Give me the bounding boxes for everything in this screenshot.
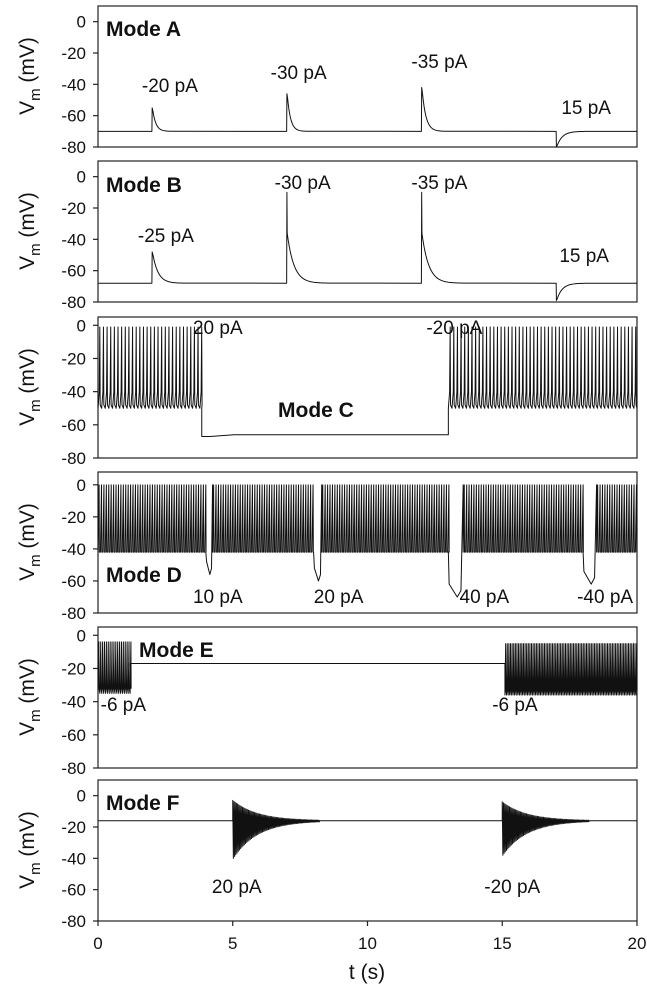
panel-e-stimulus-label: -6 pA [492,695,538,716]
panel-a-ytick-label: 0 [77,13,86,32]
panel-e-ylabel: Vm (mV) [16,658,44,736]
panel-d-trace [97,484,638,598]
panel-c-frame [97,316,638,459]
panel-b-ytick-label: -40 [61,230,86,249]
panel-c-ytick-label: 0 [77,316,86,335]
panel-b-trace [98,191,638,301]
panel-a-ytick-label: -80 [61,138,86,157]
x-tick-label: 10 [358,934,377,953]
panel-e-yticks: 0 -20 -40 -60 -80 [61,626,98,778]
panel-b-stimulus-label: -35 pA [411,173,467,194]
panel-a-yticks: 0 -20 -40 -60 -80 [61,13,98,157]
x-tick-label: 15 [493,934,512,953]
panel-b-ylabel: Vm (mV) [16,192,44,270]
panel-e-ytick-label: 0 [77,626,86,645]
panel-d-ytick-label: 0 [77,476,86,495]
panel-c-stimulus-label: 20 pA [193,318,243,339]
panel-d-label-bg [104,560,204,586]
panel-c-ytick-label: -60 [61,416,86,435]
panel-b-stimulus-label: 15 pA [559,246,609,267]
panel-a-frame [97,5,638,148]
panel-a-trace [98,86,638,148]
panel-f-ytick-label: -80 [61,912,86,931]
panel-e-ytick-label: -60 [61,726,86,745]
panel-b-stimulus-label: -30 pA [275,173,331,194]
panel-e-mode-label: Mode E [139,639,214,662]
panel-f-yticks: 0 -20 -40 -60 -80 [61,787,98,931]
panel-d: 0 -20 -40 -60 -80 Vm (mV) Mode D 10 pA 20 pA 4… [16,471,638,623]
panel-c-annotations: 20 pA -20 pA [193,318,483,339]
panel-a-stimulus-label: -35 pA [411,52,467,73]
panel-e-ytick-label: -20 [61,659,86,678]
panel-d-ytick-label: -80 [61,604,86,623]
panel-b-ytick-label: -60 [61,262,86,281]
panel-f-mode-label: Mode F [106,792,180,815]
panel-f-ytick-label: 0 [77,787,86,806]
panel-c-ylabel: Vm (mV) [16,348,44,426]
panel-c-mode-label: Mode C [278,399,354,422]
panel-d-ylabel: Vm (mV) [16,503,44,581]
panel-c-trace [97,326,638,437]
panel-f: 0 -20 -40 -60 -80 Vm (mV) Mode F 20 pA -20 pA… [16,779,646,984]
panel-c-ytick-label: -80 [61,449,86,468]
panel-a-ytick-label: -60 [61,107,86,126]
panel-c-yticks: 0 -20 -40 -60 -80 [61,316,98,468]
panel-c-stimulus-label: -20 pA [426,318,482,339]
panel-f-ytick-label: -60 [61,881,86,900]
panel-d-stimulus-label: 10 pA [193,587,243,608]
panel-f-trace [98,799,637,859]
x-tick-label: 5 [228,934,237,953]
panel-a-ylabel: Vm (mV) [16,37,44,115]
x-tick-label: 0 [93,934,102,953]
panel-d-ytick-label: -20 [61,508,86,527]
panel-f-ytick-label: -20 [61,818,86,837]
panel-d-stimulus-label: -40 pA [577,587,633,608]
panel-d-stimulus-label: 20 pA [314,587,364,608]
panel-b-ytick-label: -20 [61,199,86,218]
panel-d-stimulus-label: 40 pA [460,587,510,608]
panel-a-stimulus-label: -30 pA [271,63,327,84]
panel-e-frame [97,626,638,769]
panel-f-stimulus-label: -20 pA [484,877,540,898]
panel-a-stimulus-label: -20 pA [142,76,198,97]
panel-b: 0 -20 -40 -60 -80 Vm (mV) Mode B -25 pA -30 p… [16,160,638,312]
panel-b-annotations: -25 pA -30 pA -35 pA 15 pA [138,173,609,267]
panel-c-ytick-label: -20 [61,349,86,368]
x-tick-label: 20 [628,934,647,953]
panel-f-xticks: 0 5 10 15 20 [93,921,646,953]
panel-a-ytick-label: -20 [61,44,86,63]
panel-d-ytick-label: -60 [61,572,86,591]
panel-e: 0 -20 -40 -60 -80 Vm (mV) Mode E -6 pA -6 pA [16,626,638,778]
panel-e-trace [97,641,638,696]
panel-b-stimulus-label: -25 pA [138,226,194,247]
panel-a-annotations: -20 pA -30 pA -35 pA 15 pA [142,52,611,119]
panel-c: 0 -20 -40 -60 -80 Vm (mV) Mode C 20 pA -20 pA [16,316,638,468]
panel-b-mode-label: Mode B [106,174,182,197]
panel-a: 0 -20 -40 -60 -80 Vm (mV) Mode A -20 pA -30 p… [16,5,638,157]
panel-f-annotations: 20 pA -20 pA [212,877,541,898]
panel-f-ytick-label: -40 [61,849,86,868]
panel-b-frame [97,160,638,303]
x-axis-label: t (s) [349,961,385,984]
panel-d-yticks: 0 -20 -40 -60 -80 [61,476,98,623]
panel-f-ylabel: Vm (mV) [16,811,44,889]
panel-b-ytick-label: -80 [61,293,86,312]
panel-e-annotations: -6 pA -6 pA [101,695,538,716]
panel-e-ytick-label: -80 [61,759,86,778]
panel-a-ytick-label: -40 [61,75,86,94]
panel-a-stimulus-label: 15 pA [561,98,611,119]
panel-d-annotations: 10 pA 20 pA 40 pA -40 pA [193,587,633,608]
panel-b-ytick-label: 0 [77,168,86,187]
panel-a-mode-label: Mode A [106,18,181,41]
panel-f-stimulus-label: 20 pA [212,877,262,898]
panel-d-ytick-label: -40 [61,540,86,559]
panel-c-ytick-label: -40 [61,383,86,402]
panel-e-stimulus-label: -6 pA [101,695,147,716]
panel-b-yticks: 0 -20 -40 -60 -80 [61,168,98,312]
panel-d-mode-label: Mode D [106,564,182,587]
panel-e-ytick-label: -40 [61,693,86,712]
